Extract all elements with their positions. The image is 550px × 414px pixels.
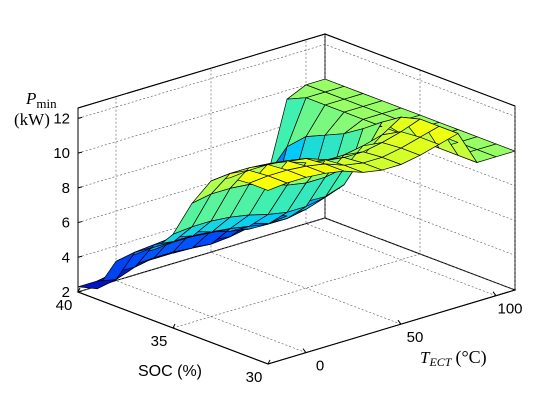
tick-labels: 2 4 6 8 10 12 40 35 30 0 50 100 [53, 110, 522, 386]
y-tick-mark [492, 291, 497, 296]
x-tick-label: 40 [56, 297, 73, 314]
x-tick-mark [172, 323, 176, 329]
x-tick-mark [267, 359, 271, 365]
z-tick-mark [77, 290, 83, 293]
z-tick-mark [77, 255, 83, 258]
surface-patch [77, 279, 117, 290]
grid-line-z [77, 44, 516, 119]
y-tick-label: 50 [407, 329, 424, 346]
z-tick-mark [77, 116, 83, 119]
y-tick-mark [397, 319, 402, 325]
x-tick-mark [77, 287, 81, 293]
grid-line-y [210, 68, 402, 325]
z-axis-subscript: min [36, 96, 57, 111]
z-axis-symbol: P [25, 89, 36, 108]
z-tick-label: 2 [62, 284, 70, 301]
z-tick-label: 4 [62, 249, 70, 266]
y-axis-label: TECT (°C) [420, 347, 487, 369]
z-tick-mark [77, 151, 83, 154]
y-axis-line [267, 289, 516, 365]
y-axis-subscript: ECT [428, 355, 452, 369]
z-axis-label: Pmin [25, 89, 57, 111]
y-axis-symbol: T [420, 348, 431, 367]
z-axis-unit: (kW) [14, 110, 50, 129]
top-edge-back [324, 33, 516, 107]
x-tick-label: 35 [151, 333, 168, 350]
y-tick-mark [302, 348, 307, 353]
x-tick-label: 30 [246, 369, 263, 386]
x-axis-label: SOC (%) [138, 363, 202, 380]
surface-mesh [77, 78, 516, 290]
z-tick-label: 12 [53, 110, 70, 127]
z-tick-label: 8 [62, 180, 70, 197]
grid-line-y [115, 96, 307, 353]
y-tick-label: 100 [497, 301, 522, 318]
z-tick-mark [77, 186, 83, 189]
y-tick-label: 0 [316, 358, 324, 375]
z-tick-label: 10 [53, 145, 70, 162]
z-tick-mark [77, 221, 83, 224]
top-edge-left [77, 33, 326, 109]
z-tick-label: 6 [62, 215, 70, 232]
y-axis-unit: (°C) [455, 347, 486, 368]
